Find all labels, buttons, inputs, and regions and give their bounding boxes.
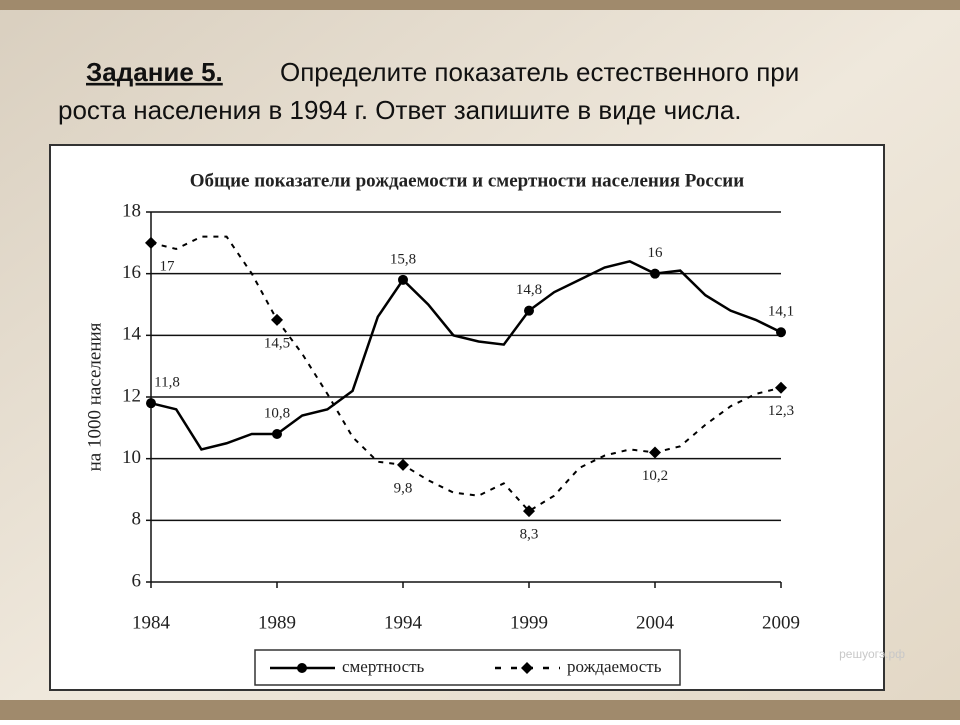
data-label: 16 [648, 245, 664, 261]
legend-label: рождаемость [567, 657, 662, 676]
data-label: 10,2 [642, 468, 668, 484]
plot: 6 8 10 12 14 16 18 1984 1989 1994 1999 2004 2009 11,8… [122, 200, 800, 676]
watermark: решуогэ.рф [839, 647, 905, 661]
data-label: 8,3 [520, 527, 539, 543]
x-tick-label: 1994 [384, 612, 423, 633]
data-label: 14,1 [768, 304, 794, 320]
data-label: 17 [160, 258, 176, 274]
point [271, 313, 283, 326]
data-label: 14,8 [516, 282, 542, 298]
task-label: Задание 5. [86, 57, 223, 87]
point [397, 458, 409, 471]
y-axis-label: на 1000 населения [84, 322, 105, 471]
bottom-strip [0, 700, 960, 720]
point [523, 505, 535, 518]
legend-label: смертность [342, 657, 425, 676]
point [776, 327, 786, 338]
x-tick-label: 2004 [636, 612, 675, 633]
data-label: 10,8 [264, 405, 290, 421]
point [650, 268, 660, 279]
data-label: 15,8 [390, 251, 416, 267]
x-tick-label: 1989 [258, 612, 296, 633]
x-tick-label: 2009 [762, 612, 800, 633]
x-tick-label: 1999 [510, 612, 548, 633]
point [272, 429, 282, 439]
data-label: 9,8 [394, 480, 413, 496]
y-tick-label: 6 [132, 570, 142, 591]
chart-frame [49, 144, 885, 691]
point [146, 398, 156, 409]
x-tick-label: 1984 [132, 612, 171, 633]
legend-marker [521, 662, 533, 674]
data-label: 12,3 [768, 403, 794, 419]
point [398, 274, 408, 285]
y-tick-label: 14 [122, 324, 142, 345]
task-line: роста населения в 1994 г. Ответ запишите… [58, 95, 742, 125]
y-tick-label: 10 [122, 447, 141, 468]
legend-marker [297, 663, 307, 673]
point [524, 305, 534, 316]
y-tick-label: 8 [132, 509, 142, 530]
chart-title: Общие показатели рождаемости и смертност… [190, 170, 744, 191]
task-line: Определите показатель естественного при [280, 57, 799, 87]
point [649, 446, 661, 459]
point [775, 381, 787, 394]
top-strip [0, 0, 960, 10]
data-label: 11,8 [154, 375, 180, 391]
series-line [150, 235, 782, 513]
point [145, 236, 157, 249]
y-tick-label: 16 [122, 262, 141, 283]
data-label: 14,5 [264, 335, 290, 351]
y-tick-label: 12 [122, 385, 141, 406]
y-tick-label: 18 [122, 200, 141, 221]
series-line [150, 260, 782, 451]
